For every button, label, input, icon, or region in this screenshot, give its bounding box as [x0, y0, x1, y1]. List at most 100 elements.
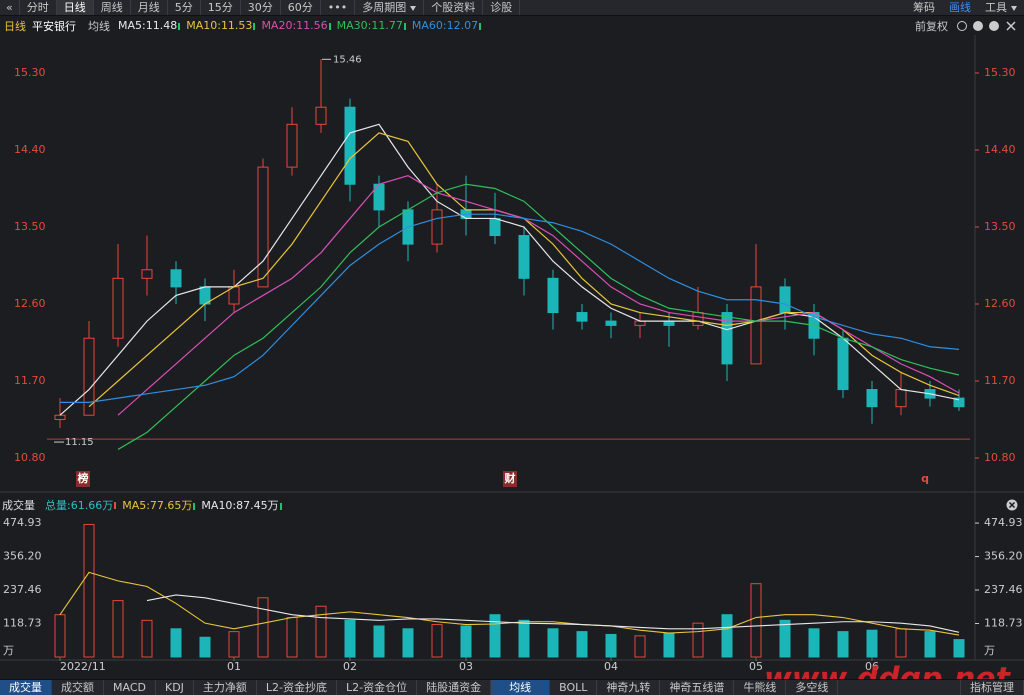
indicator-tab[interactable]: 指标管理 [960, 680, 1024, 695]
y-tick-label: 118.73 [984, 617, 1023, 630]
back-icon[interactable]: « [0, 0, 20, 15]
ma-label[interactable]: 均线 [88, 19, 110, 33]
indicator-tab[interactable]: 神奇五线谱 [660, 680, 735, 695]
candle-body [431, 209, 443, 245]
y-tick-label: 237.46 [3, 583, 42, 596]
toolbar-item[interactable]: 月线 [131, 0, 168, 15]
volume-bar [141, 619, 153, 658]
toolbar-item[interactable]: ••• [321, 0, 356, 15]
volume-bar [721, 614, 733, 658]
event-marker: 财 [504, 471, 516, 485]
indicator-tab[interactable]: 神奇九转 [597, 680, 661, 695]
indicator-tab[interactable]: L2-资金仓位 [337, 680, 418, 695]
volume-bar [373, 625, 385, 658]
unit-label: 万 [984, 644, 995, 657]
candle-body [866, 389, 878, 408]
stock-name: 平安银行 [32, 19, 76, 33]
toolbar-item[interactable]: 30分 [241, 0, 281, 15]
ma-line [60, 213, 960, 403]
ma-legend-item: MA5:11.48 [118, 19, 178, 32]
volume-bar [953, 639, 965, 658]
candle-body [779, 286, 791, 314]
volume-bar [402, 628, 414, 658]
volume-bar [112, 600, 124, 658]
y-tick-label: 356.20 [984, 550, 1023, 563]
volume-bar [315, 605, 327, 658]
candle-body [605, 320, 617, 326]
volume-bar [837, 631, 849, 658]
indicator-tab[interactable]: BOLL [550, 680, 598, 695]
trend-arrow [193, 502, 196, 510]
x-tick-label: 01 [227, 660, 241, 673]
event-badge [76, 471, 90, 487]
y-tick-label: 10.80 [14, 451, 46, 464]
trend-arrow [253, 22, 256, 30]
toolbar-item[interactable]: 个股资料 [424, 0, 484, 15]
y-tick-label: 12.60 [14, 297, 46, 310]
volume-bar [692, 622, 704, 658]
event-badge [503, 471, 517, 487]
indicator-tab[interactable]: 成交量 [0, 680, 52, 695]
candle-body [518, 235, 530, 279]
indicator-tab[interactable]: L2-资金抄底 [257, 680, 338, 695]
toolbar-item[interactable]: 5分 [168, 0, 201, 15]
y-tick-label: 11.70 [14, 374, 46, 387]
ma-legend: MA5:11.48 MA10:11.53 MA20:11.56 MA30:11.77 M… [118, 19, 487, 32]
chart-icons[interactable] [956, 20, 1018, 32]
trend-arrow [479, 22, 482, 30]
toolbar-item[interactable]: 多周期图 [355, 0, 425, 15]
candle-body [112, 277, 124, 339]
volume-bar [460, 625, 472, 658]
unit-label: 万 [3, 644, 14, 657]
volume-bar [518, 619, 530, 658]
indicator-tab[interactable]: 成交额 [52, 680, 104, 695]
volume-title: 成交量 [2, 499, 35, 512]
event-marker: q [921, 472, 929, 485]
indicator-tab[interactable]: 均线 [491, 680, 551, 695]
indicator-tab[interactable]: 主力净额 [194, 680, 257, 695]
annotation: 15.46 [333, 54, 362, 65]
volume-bar [199, 636, 211, 658]
volume-bar [634, 635, 646, 658]
toolbar-item[interactable]: 分时 [20, 0, 57, 15]
toolbar-item[interactable]: 工具 [978, 0, 1024, 15]
ma-line [117, 183, 960, 450]
toolbar-item[interactable]: 筹码 [913, 1, 935, 14]
y-tick-label: 356.20 [3, 550, 42, 563]
candle-body [576, 312, 588, 322]
toolbar-item[interactable]: 画线 [949, 1, 971, 14]
indicator-tab[interactable]: MACD [104, 680, 156, 695]
volume-bar [576, 631, 588, 658]
candle-body [286, 123, 298, 168]
y-tick-label: 474.93 [3, 516, 42, 529]
toolbar-item[interactable]: 15分 [201, 0, 241, 15]
indicator-tab[interactable]: 多空线 [786, 680, 839, 695]
close-icon[interactable] [1006, 499, 1018, 511]
y-tick-label: 12.60 [984, 297, 1016, 310]
indicator-tab[interactable]: 牛熊线 [734, 680, 787, 695]
indicator-tab[interactable]: KDJ [156, 680, 194, 695]
volume-legend-item: MA10:87.45万 [201, 499, 279, 512]
volume-bar [54, 614, 66, 658]
adjust[interactable]: 前复权 [915, 19, 948, 33]
toolbar-item[interactable]: 诊股 [483, 0, 521, 15]
toolbar-item[interactable]: 周线 [94, 0, 131, 15]
x-tick-label: 03 [459, 660, 473, 673]
candle-body [721, 312, 733, 365]
volume-bar [83, 523, 95, 658]
indicator-tab[interactable]: 陆股通资金 [417, 680, 492, 695]
y-tick-label: 474.93 [984, 516, 1023, 529]
candle-body [489, 217, 501, 237]
toolbar-item[interactable]: 60分 [281, 0, 321, 15]
y-tick-label: 14.40 [14, 143, 46, 156]
volume-bar [344, 619, 356, 658]
x-tick-label: 2022/11 [60, 660, 106, 673]
trend-arrow [328, 22, 331, 30]
candle-body [750, 286, 762, 365]
trend-arrow [403, 22, 406, 30]
candle-body [547, 277, 559, 314]
volume-bar [286, 617, 298, 658]
toolbar-item[interactable]: 日线 [56, 0, 94, 15]
